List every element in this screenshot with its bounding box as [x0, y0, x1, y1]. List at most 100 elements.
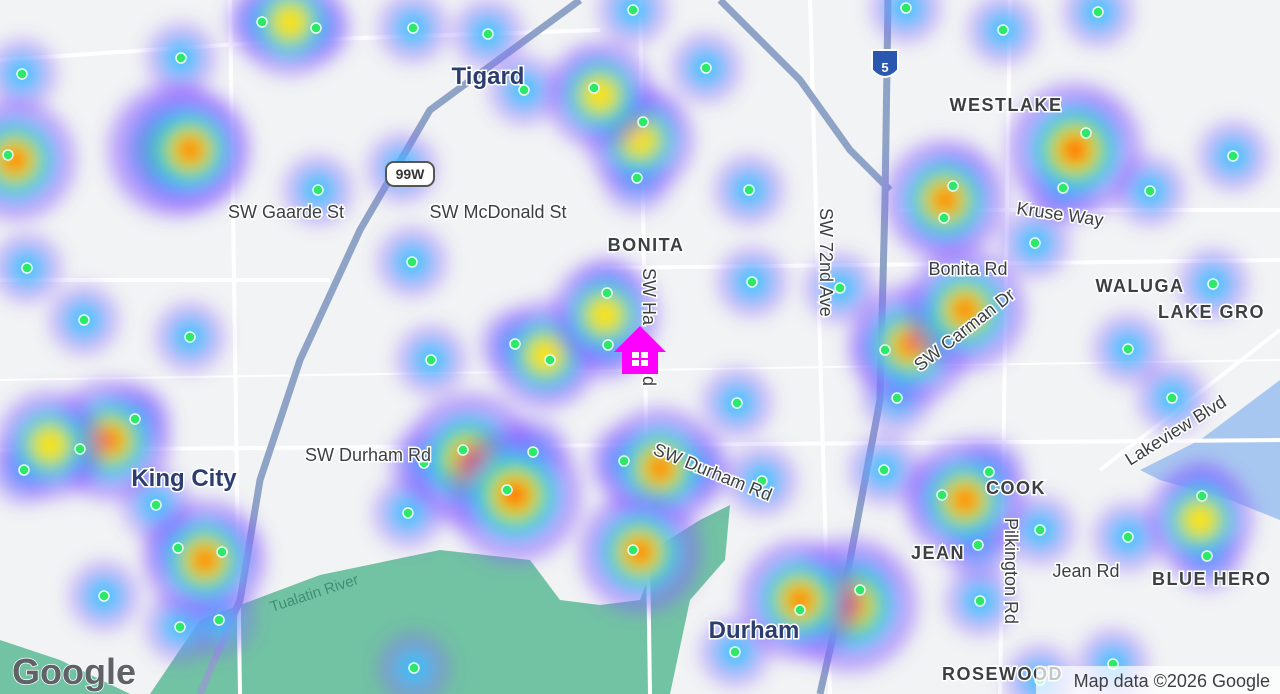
heat-point	[1057, 182, 1069, 194]
attribution-bg	[1036, 666, 1280, 694]
heat-point	[794, 604, 806, 616]
attribution[interactable]: Map data ©2026 Google	[1074, 671, 1270, 691]
shield-label: 5	[881, 60, 888, 75]
heat-point	[627, 544, 639, 556]
heat-blob	[97, 427, 123, 453]
heat-point	[527, 446, 539, 458]
city-label: King City	[131, 465, 237, 492]
heat-point	[1034, 524, 1046, 536]
heat-point	[879, 344, 891, 356]
heat-point	[544, 354, 556, 366]
water	[0, 380, 1280, 694]
heat-point	[731, 397, 743, 409]
street-label: SW Gaarde St	[228, 202, 344, 222]
heat-point	[509, 338, 521, 350]
heat-point	[1092, 6, 1104, 18]
heat-point	[21, 262, 33, 274]
neighborhood-label: JEAN	[911, 543, 965, 563]
google-logo[interactable]: Google	[11, 650, 137, 693]
heat-point	[983, 466, 995, 478]
heat-point	[601, 287, 613, 299]
street-label: SW Durham Rd	[305, 445, 431, 465]
heat-point	[729, 646, 741, 658]
heat-point	[936, 489, 948, 501]
heat-point	[98, 590, 110, 602]
heat-point	[891, 392, 903, 404]
heat-blob	[527, 337, 563, 373]
heat-point	[1207, 278, 1219, 290]
heat-point	[174, 621, 186, 633]
shield-99w: 99W	[385, 161, 435, 187]
heat-blob	[582, 77, 618, 113]
heat-point	[216, 546, 228, 558]
heat-point	[172, 542, 184, 554]
heat-blob	[192, 547, 218, 573]
shield-i5: 5	[871, 49, 899, 78]
neighborhood-label: LAKE GRO	[1158, 302, 1265, 322]
heat-point	[834, 282, 846, 294]
heat-point	[1144, 185, 1156, 197]
street-label: SW McDonald St	[429, 202, 566, 222]
heat-point	[878, 464, 890, 476]
heat-point	[618, 455, 630, 467]
heat-point	[627, 4, 639, 16]
heat-point	[854, 584, 866, 596]
heat-point	[691, 462, 703, 474]
heat-point	[1166, 392, 1178, 404]
heat-blob	[952, 487, 978, 513]
heat-point	[2, 149, 14, 161]
street-label: Jean Rd	[1052, 561, 1119, 581]
street-label: SW Ha	[639, 268, 659, 326]
heat-point	[310, 22, 322, 34]
heat-blob	[787, 587, 813, 613]
heat-point	[1201, 550, 1213, 562]
heat-blob	[1182, 502, 1218, 538]
heat-point	[213, 614, 225, 626]
heat-blob	[587, 297, 623, 333]
street-label: Pilkington Rd	[1001, 518, 1021, 624]
heat-point	[150, 499, 162, 511]
home-marker[interactable]	[614, 326, 666, 374]
heat-point	[743, 184, 755, 196]
heat-point	[74, 443, 86, 455]
heat-point	[418, 457, 430, 469]
heat-point	[631, 172, 643, 184]
neighborhood-label: WESTLAKE	[950, 95, 1063, 115]
heat-point	[312, 184, 324, 196]
heat-point	[700, 62, 712, 74]
shield-label: 99W	[396, 166, 426, 182]
heat-point	[175, 52, 187, 64]
heat-blob	[952, 297, 978, 323]
heat-point	[1029, 237, 1041, 249]
street-label: Bonita Rd	[928, 259, 1007, 279]
heat-point	[406, 256, 418, 268]
heat-point	[78, 314, 90, 326]
heat-blob	[272, 4, 308, 40]
heat-point	[637, 116, 649, 128]
heat-point	[256, 16, 268, 28]
heat-point	[1122, 343, 1134, 355]
heat-point	[518, 84, 530, 96]
heat-point	[746, 276, 758, 288]
heat-blob	[932, 187, 958, 213]
heat-point	[974, 595, 986, 607]
neighborhood-label: ROSEWOOD	[942, 664, 1063, 684]
heat-point	[1196, 490, 1208, 502]
heat-point	[129, 413, 141, 425]
heat-blob	[1066, 141, 1084, 159]
heat-point	[408, 662, 420, 674]
city-label: Tigard	[452, 63, 525, 90]
heat-blob	[177, 137, 203, 163]
heat-point	[16, 68, 28, 80]
heat-point	[1080, 127, 1092, 139]
heat-point	[900, 2, 912, 14]
heat-point	[1227, 150, 1239, 162]
city-label: Durham	[709, 617, 800, 644]
neighborhood-label: BLUE HERO	[1152, 569, 1272, 589]
neighborhood-label: BONITA	[608, 235, 685, 255]
heat-point	[402, 507, 414, 519]
neighborhood-label: WALUGA	[1096, 276, 1185, 296]
street-label: SW 72nd Ave	[816, 208, 836, 317]
